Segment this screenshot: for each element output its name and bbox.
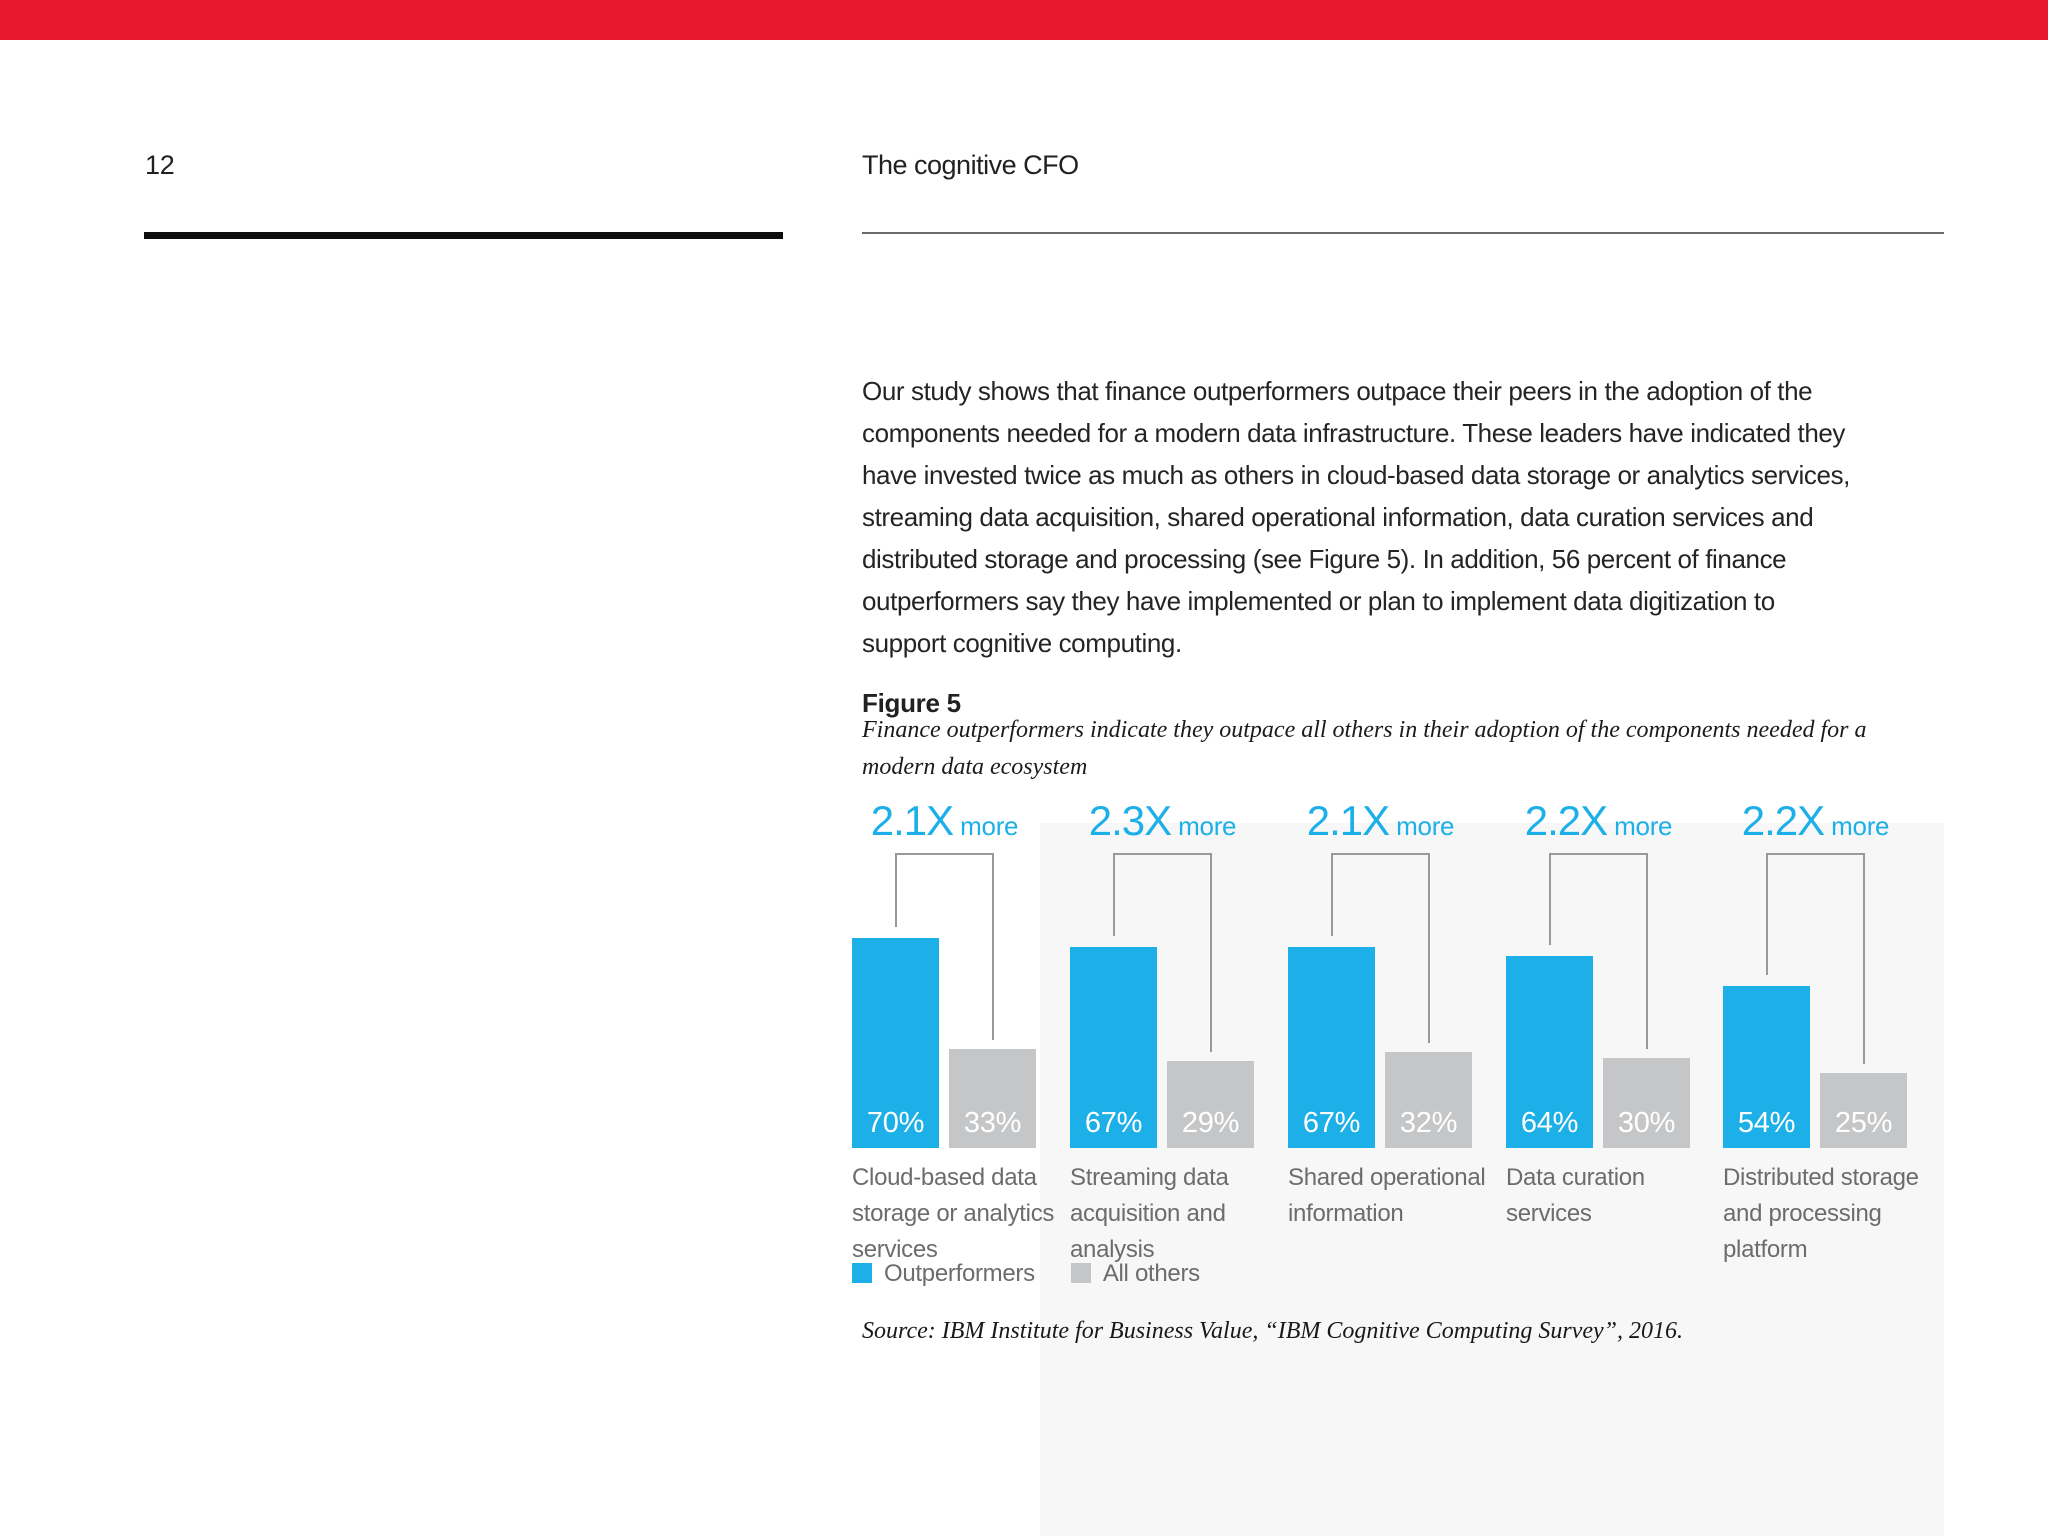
multiplier-suffix: more: [1831, 811, 1890, 841]
multiplier-value: 2.2X: [1741, 797, 1825, 844]
comparison-bracket-top: [1331, 853, 1430, 855]
figure-source: Source: IBM Institute for Business Value…: [862, 1318, 1684, 1344]
multiplier-label: 2.1X more: [835, 796, 1055, 848]
figure-label: Figure 5: [862, 688, 961, 718]
multiplier-label: 2.3X more: [1053, 796, 1273, 848]
header-rule-left: [144, 232, 783, 239]
bar-outperformers: 64%: [1506, 956, 1593, 1148]
multiplier-suffix: more: [1178, 811, 1237, 841]
legend-label-all-others: All others: [1102, 1260, 1200, 1287]
bar-all-others: 33%: [949, 1049, 1036, 1148]
multiplier-value: 2.1X: [870, 797, 954, 844]
bar-outperformers: 70%: [852, 938, 939, 1148]
multiplier-value: 2.1X: [1306, 797, 1390, 844]
top-red-bar: [0, 0, 2048, 40]
comparison-bracket-right: [1210, 853, 1212, 1052]
multiplier-label: 2.2X more: [1706, 796, 1926, 848]
legend-swatch-all-others: [1070, 1263, 1091, 1283]
bar-all-others: 30%: [1603, 1058, 1690, 1148]
bar-outperformers: 67%: [1288, 947, 1375, 1148]
category-label: Data curation services: [1506, 1164, 1645, 1227]
comparison-bracket-right: [1428, 853, 1430, 1043]
bar-all-others: 25%: [1820, 1073, 1907, 1148]
comparison-bracket-left: [895, 853, 897, 927]
multiplier-suffix: more: [1396, 811, 1455, 841]
page-number: 12: [145, 150, 175, 180]
multiplier-suffix: more: [960, 811, 1019, 841]
category-label: Distributed storage and processing platf…: [1723, 1164, 1919, 1263]
category-label: Streaming data acquisition and analysis: [1070, 1164, 1229, 1263]
comparison-bracket-left: [1766, 853, 1768, 975]
bar-value-label: 64%: [1520, 1107, 1579, 1139]
bar-all-others: 32%: [1385, 1052, 1472, 1148]
figure-caption: Finance outperformers indicate they outp…: [862, 717, 1867, 780]
chart-gray-panel: [1040, 823, 1944, 1536]
comparison-bracket-right: [992, 853, 994, 1040]
comparison-bracket-right: [1863, 853, 1865, 1064]
multiplier-value: 2.3X: [1088, 797, 1172, 844]
header-rule-right: [862, 232, 1944, 234]
legend-swatch-outperformers: [852, 1263, 872, 1283]
running-header: The cognitive CFO: [862, 150, 1079, 180]
legend: Outperformers All others: [852, 1260, 1236, 1290]
multiplier-label: 2.2X more: [1489, 796, 1709, 848]
bar-outperformers: 67%: [1070, 947, 1157, 1148]
body-paragraph: Our study shows that finance outperforme…: [862, 376, 1850, 658]
legend-label-outperformers: Outperformers: [884, 1260, 1035, 1287]
bar-all-others: 29%: [1167, 1061, 1254, 1148]
bar-value-label: 67%: [1302, 1107, 1361, 1139]
bar-value-label: 30%: [1617, 1107, 1676, 1139]
comparison-bracket-left: [1113, 853, 1115, 936]
comparison-bracket-right: [1646, 853, 1648, 1049]
multiplier-label: 2.1X more: [1271, 796, 1491, 848]
comparison-bracket-top: [1549, 853, 1648, 855]
category-label: Shared operational information: [1288, 1164, 1486, 1227]
bar-value-label: 54%: [1737, 1107, 1796, 1139]
comparison-bracket-top: [1766, 853, 1865, 855]
bar-value-label: 25%: [1834, 1107, 1893, 1139]
comparison-bracket-top: [895, 853, 994, 855]
bar-outperformers: 54%: [1723, 986, 1810, 1148]
bar-value-label: 67%: [1084, 1107, 1143, 1139]
comparison-bracket-left: [1549, 853, 1551, 945]
category-label: Cloud-based data storage or analytics se…: [852, 1164, 1055, 1263]
bar-value-label: 29%: [1181, 1107, 1240, 1139]
bar-value-label: 32%: [1399, 1107, 1458, 1139]
multiplier-suffix: more: [1614, 811, 1673, 841]
bar-value-label: 70%: [866, 1107, 925, 1139]
comparison-bracket-top: [1113, 853, 1212, 855]
comparison-bracket-left: [1331, 853, 1333, 936]
multiplier-value: 2.2X: [1524, 797, 1608, 844]
bar-value-label: 33%: [963, 1107, 1022, 1139]
